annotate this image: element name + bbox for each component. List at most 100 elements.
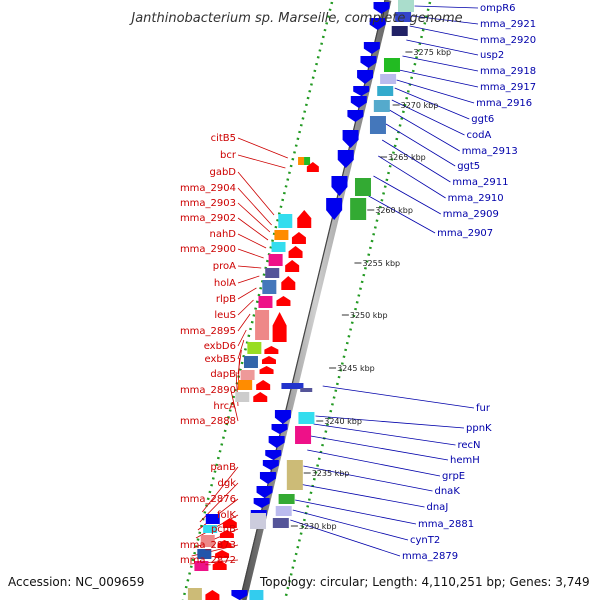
scale-tick-label: 3265 kbp — [388, 153, 426, 162]
gene-label-right: mma_2907 — [437, 228, 493, 239]
gene-label-right: ompR6 — [480, 3, 516, 14]
right-connector — [292, 509, 409, 541]
gene-label-right: hemH — [450, 455, 480, 466]
gene-label-left: panB — [210, 462, 236, 473]
gene-block — [249, 590, 264, 600]
gene-arrow — [215, 550, 230, 558]
right-connector — [307, 449, 441, 477]
gene-block — [258, 296, 273, 308]
gene-block — [268, 254, 283, 266]
gene-block — [398, 0, 414, 12]
gene-block — [274, 230, 289, 240]
gene-arrow — [285, 260, 300, 272]
scale-tick-label: 3275 kbp — [413, 48, 451, 57]
gene-label-left: proA — [213, 261, 236, 272]
right-gene-labels: ompR6 mma_2921 mma_2920 usp2 mma_2918 mma_291… — [402, 3, 536, 562]
gene-label-right: mma_2910 — [448, 193, 504, 204]
left-connector — [237, 313, 251, 332]
gene-label-right: recN — [458, 440, 481, 451]
gene-label-right: mma_2909 — [443, 209, 499, 220]
gene-label-left: mma_2890 — [180, 385, 236, 396]
left-connector — [237, 217, 269, 241]
left-connector — [237, 202, 271, 233]
right-connector — [396, 79, 475, 104]
gene-label-left: rlpB — [216, 294, 236, 305]
gene-arrow — [297, 210, 312, 228]
gene-arrow — [272, 312, 287, 342]
gene-block — [278, 214, 293, 228]
right-connector — [412, 15, 479, 25]
gene-label-left: nahD — [209, 229, 236, 240]
gene-label-right: mma_2921 — [480, 19, 536, 30]
gene-arrow — [331, 176, 348, 196]
gene-block — [247, 342, 262, 354]
gene-features — [187, 0, 414, 600]
gene-label-left: gabD — [209, 167, 236, 178]
gene-arrow — [271, 424, 288, 434]
gene-block — [200, 535, 215, 547]
gene-block — [250, 513, 267, 529]
right-connector — [409, 25, 479, 41]
scale-ticks: 3275 kbp 3270 kbp 3265 kbp 3260 kbp 3255 kbp… — [290, 48, 451, 531]
gene-arrow — [217, 540, 232, 548]
gene-label-right: usp2 — [480, 50, 504, 61]
gene-label-left: bcr — [220, 150, 237, 161]
gene-arrow — [259, 366, 274, 374]
gene-block — [286, 460, 303, 490]
gene-arrow — [288, 246, 303, 258]
gene-arrow — [369, 18, 386, 30]
gene-label-left: mma_2872 — [180, 555, 236, 566]
left-connector — [237, 187, 272, 226]
gene-label-right: fur — [476, 403, 491, 414]
gene-arrow — [256, 486, 273, 498]
gene-label-right: ggt6 — [471, 114, 494, 125]
gene-label-left: mma_2888 — [180, 416, 236, 427]
right-connector — [303, 465, 433, 492]
gene-block — [281, 383, 304, 389]
gene-label-right: mma_2918 — [480, 66, 536, 77]
scale-tick-label: 3260 kbp — [375, 206, 413, 215]
gene-arrow — [276, 296, 291, 306]
gene-block — [380, 74, 397, 84]
gene-arrow — [231, 590, 248, 600]
right-connector — [298, 483, 425, 508]
label-connectors — [189, 5, 479, 565]
gene-label-right: mma_2917 — [480, 82, 536, 93]
right-connector — [373, 175, 441, 215]
gene-arrow — [268, 436, 285, 448]
gene-arrow — [262, 460, 279, 470]
left-connector — [237, 287, 257, 300]
left-connector — [237, 339, 245, 360]
gene-label-left: leuS — [214, 310, 236, 321]
gene-block — [187, 588, 202, 600]
gene-arrow — [265, 450, 282, 460]
gene-label-right: grpE — [442, 471, 465, 482]
gene-arrow — [357, 70, 374, 84]
gene-block — [275, 506, 292, 516]
gene-block — [205, 514, 220, 524]
gene-arrow — [326, 198, 343, 220]
gene-label-left: mma_2873 — [180, 540, 236, 551]
right-connector — [406, 39, 479, 56]
gene-block — [271, 242, 286, 252]
gene-block — [383, 58, 400, 72]
gene-arrow — [281, 276, 296, 290]
gene-block — [265, 268, 280, 278]
gene-label-right: mma_2911 — [452, 177, 508, 188]
gene-arrow — [222, 518, 237, 528]
scale-tick-label: 3270 kbp — [401, 101, 439, 110]
gene-label-left: dgk — [218, 478, 237, 489]
gene-label-right: dnaJ — [427, 502, 449, 513]
left-connector — [237, 154, 286, 169]
gene-block — [262, 280, 277, 294]
gene-arrow — [350, 96, 367, 108]
right-connector — [290, 519, 401, 557]
right-connector — [322, 385, 475, 409]
right-connector — [313, 423, 456, 446]
right-connector — [310, 435, 449, 461]
gene-block — [295, 426, 312, 444]
gene-arrow — [261, 356, 276, 364]
gene-block — [354, 178, 371, 196]
left-connector — [237, 265, 262, 269]
